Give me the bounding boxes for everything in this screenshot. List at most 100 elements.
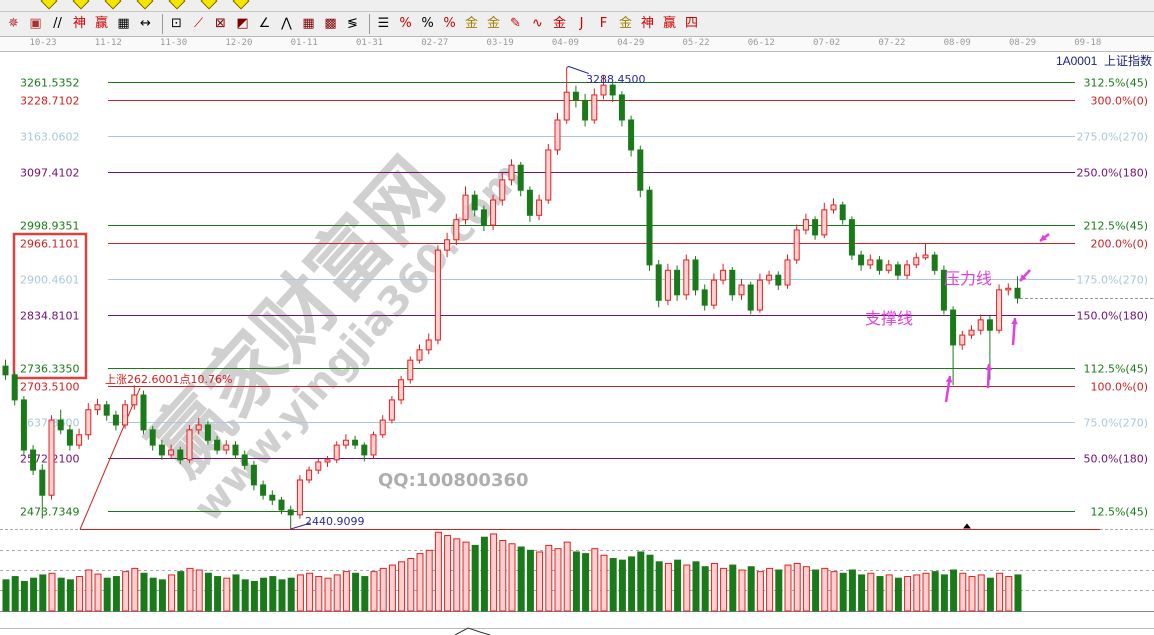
rise-trend-line <box>79 387 141 530</box>
volume-bar <box>885 574 893 612</box>
percent-fan-icon[interactable]: % <box>399 16 412 31</box>
candle-body <box>940 269 947 311</box>
gold-circle-icon[interactable]: 金 <box>464 16 478 31</box>
volume-bar <box>140 572 148 612</box>
volume-bar <box>867 572 875 612</box>
low-label: 2440.9099 <box>305 515 365 528</box>
candle <box>379 415 386 439</box>
candle <box>103 401 110 421</box>
date-tick: 01-11 <box>290 38 318 48</box>
grid-icon[interactable]: ▦ <box>302 16 315 31</box>
wave-icon[interactable]: ⋀ <box>281 16 292 31</box>
ying-fan-icon[interactable]: 赢 <box>662 16 676 31</box>
volume-bar <box>66 579 74 612</box>
angle-icon[interactable]: ∠ <box>258 16 271 31</box>
volume-bar <box>57 577 65 612</box>
candle <box>959 330 966 350</box>
date-tick: 02-27 <box>421 38 449 48</box>
volume-bar <box>379 567 387 612</box>
candle <box>545 143 552 204</box>
date-tick: 06-12 <box>747 38 775 48</box>
candle <box>499 172 506 206</box>
volume-bar <box>692 561 700 612</box>
candle-body <box>747 284 754 311</box>
candle-body <box>398 379 405 401</box>
volume-bar <box>149 577 157 612</box>
speed-lines-icon[interactable]: ≶ <box>347 16 358 31</box>
gold-icon[interactable]: 金 <box>552 16 566 31</box>
gold-lines-icon[interactable]: 金 <box>486 16 500 31</box>
candle <box>701 284 708 311</box>
gold-fan-icon[interactable]: 金 <box>618 16 632 31</box>
volume-bar <box>940 574 948 612</box>
fib-level-price: 2966.1101 <box>20 238 80 251</box>
volume-bar <box>508 543 516 612</box>
target-icon[interactable]: ✵ <box>8 16 19 31</box>
candle-body <box>352 439 359 446</box>
candle-body <box>306 469 313 481</box>
candle <box>894 261 901 281</box>
f-fan-icon[interactable]: F <box>599 16 608 31</box>
percent-icon[interactable]: % <box>421 16 434 31</box>
pen-fan-icon[interactable]: ✎ <box>510 16 521 31</box>
candle <box>57 409 64 435</box>
grid-icon-2[interactable]: ▩ <box>324 16 337 31</box>
candle <box>858 250 865 271</box>
volume-bar <box>766 567 774 612</box>
volume-bar <box>1014 574 1022 612</box>
date-axis: 10-23 11-12 11-30 12-20 01-11 01-31 02-27 03-19… <box>0 37 1154 52</box>
date-tick: 08-29 <box>1008 38 1037 48</box>
candle-body <box>977 319 984 331</box>
candle-body <box>931 254 938 271</box>
ying-icon[interactable]: 赢 <box>94 16 108 31</box>
volume-bar <box>250 580 258 612</box>
volume-bar <box>94 573 102 612</box>
fan-lines-icon[interactable]: ⟋ <box>193 16 204 31</box>
candle <box>922 243 929 260</box>
volume-bar <box>85 569 93 612</box>
fib-level-percent: 75.0%(270) <box>1083 417 1148 430</box>
j-fan-icon[interactable]: J <box>579 16 584 31</box>
candle-body <box>655 264 662 301</box>
volume-bar <box>526 549 534 612</box>
date-tick: 01-31 <box>355 38 384 48</box>
grid-bars-icon[interactable]: ▦ <box>117 16 130 31</box>
wave-lines-icon[interactable]: ∿ <box>532 16 543 31</box>
gann-fan-icon[interactable]: ◩ <box>236 16 249 31</box>
candle-body <box>2 365 9 376</box>
volume-bar <box>710 562 718 612</box>
gann-box-icon[interactable]: ⊠ <box>215 16 226 31</box>
candle <box>968 325 975 339</box>
candle-body <box>959 334 966 346</box>
width-measure-icon[interactable]: ↔ <box>140 16 151 31</box>
volume-bar <box>563 541 571 612</box>
candle <box>20 396 27 457</box>
shen-icon[interactable]: 神 <box>72 16 86 31</box>
volume-bar <box>407 558 415 612</box>
high-pointer-line <box>566 65 589 74</box>
candle <box>425 333 432 355</box>
candle-body <box>710 279 717 306</box>
candle-body <box>177 449 184 461</box>
box-line-icon[interactable]: ⊡ <box>171 16 182 31</box>
volume-bar <box>968 576 976 612</box>
candle <box>480 205 487 232</box>
parallel-lines-icon[interactable]: // <box>53 16 62 31</box>
candle-body <box>508 164 515 181</box>
volume-bar <box>480 536 488 612</box>
fib-level-price: 2834.8101 <box>20 310 80 323</box>
si-fan-icon[interactable]: 四 <box>684 16 698 31</box>
volume-bar <box>913 574 921 612</box>
candle-body <box>517 164 524 191</box>
volume-bar <box>398 561 406 612</box>
highlight-box <box>12 232 88 380</box>
square-target-icon[interactable]: ▣ <box>29 16 42 31</box>
candle <box>195 417 202 435</box>
fib-lines-icon[interactable]: ☰ <box>377 16 390 31</box>
shen-fan-icon[interactable]: 神 <box>640 16 654 31</box>
candle <box>1005 283 1012 296</box>
percent-lines-icon[interactable]: % <box>443 16 456 31</box>
candle-body <box>333 444 340 461</box>
candle <box>637 145 644 198</box>
